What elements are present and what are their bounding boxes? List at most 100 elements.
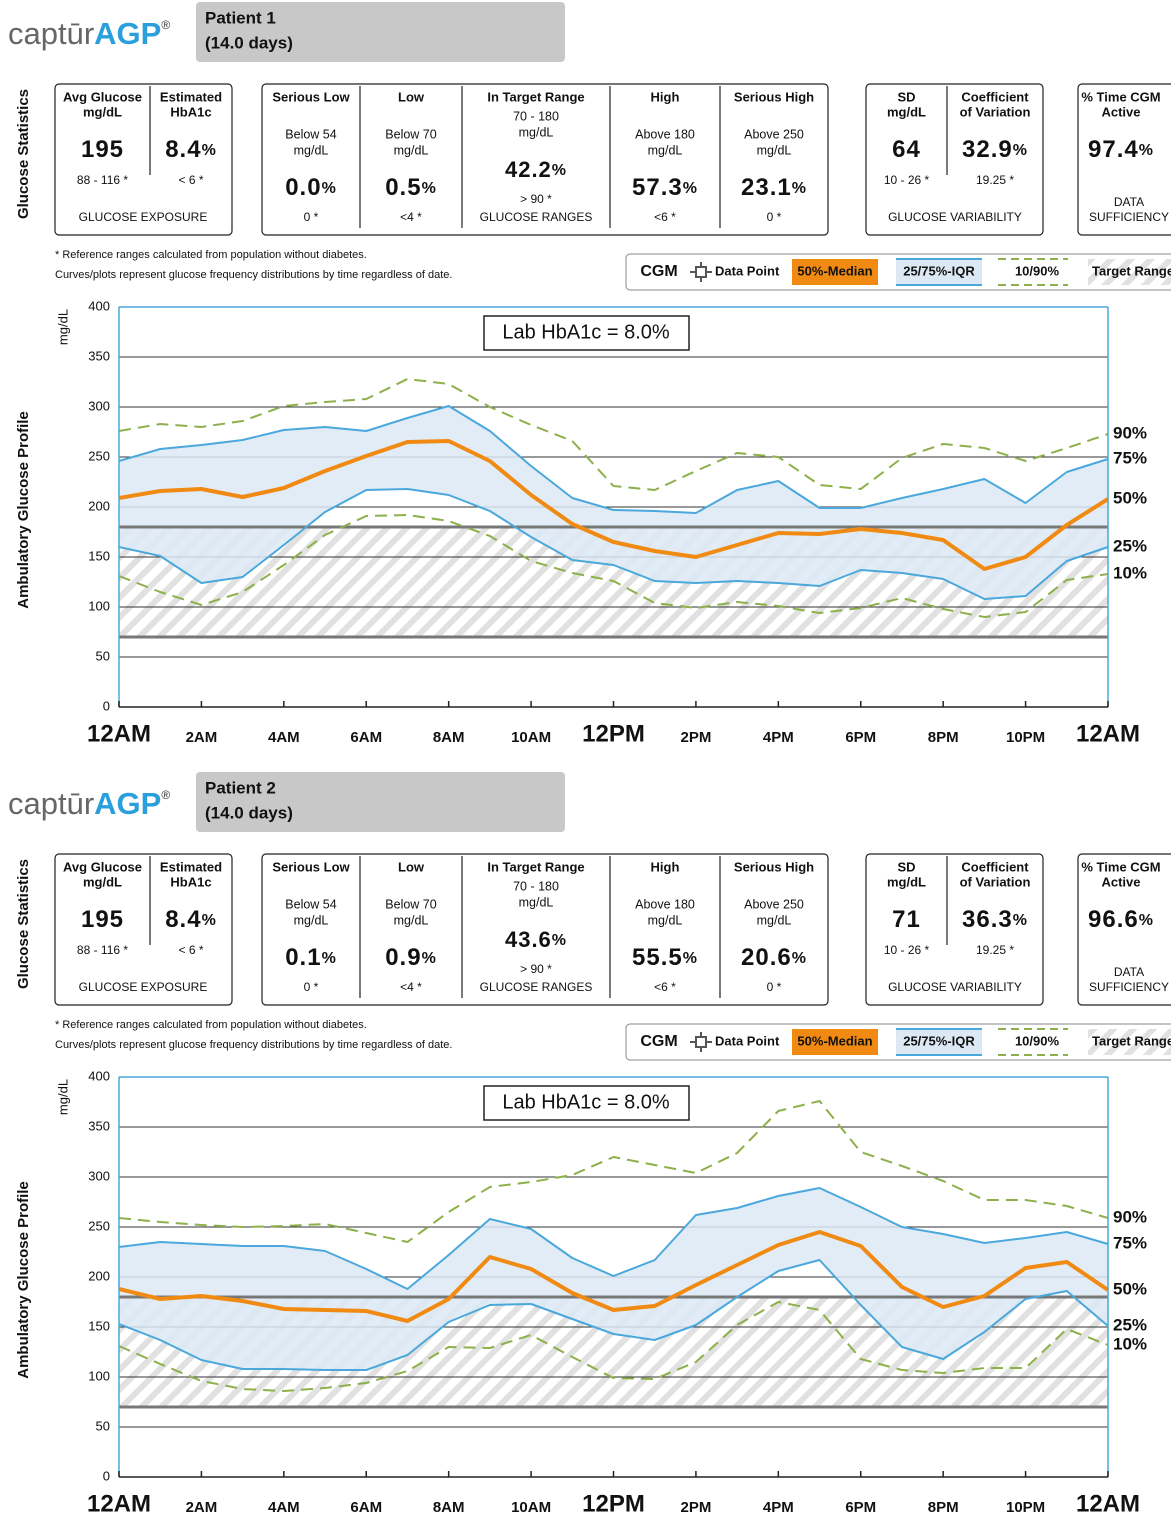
stat-value: 0.0% [285, 174, 337, 201]
stat-box [261, 83, 829, 236]
x-tick-label: 2PM [680, 1499, 711, 1515]
legend-swatch [792, 259, 878, 285]
x-tick-label: 10AM [511, 1499, 551, 1515]
series-end-label: 50% [1113, 488, 1147, 507]
y-tick-label: 50 [96, 648, 110, 663]
stat-footer: GLUCOSE VARIABILITY [888, 210, 1022, 224]
logo-mark: ® [161, 788, 170, 802]
stat-unit: % [322, 180, 337, 197]
stat-number: 0.9 [385, 944, 421, 971]
stat-title: HbA1c [170, 874, 211, 889]
stat-unit: % [1139, 142, 1154, 159]
stat-ref: < 6 * [178, 943, 203, 957]
stat-ref: <6 * [654, 210, 676, 224]
stat-ref: <6 * [654, 980, 676, 994]
x-tick-label: 4AM [268, 1499, 300, 1515]
x-tick-label: 4PM [763, 1499, 794, 1515]
stat-unit: % [422, 180, 437, 197]
legend-item: Data Point [715, 1033, 780, 1048]
stat-number: 8.4 [165, 136, 201, 163]
stat-title: High [651, 859, 680, 874]
stat-value: 8.4% [165, 906, 217, 933]
stat-unit: % [792, 950, 807, 967]
legend-item: Target Range [1092, 1033, 1171, 1048]
y-tick-label: 150 [88, 1318, 110, 1333]
legend-title: CGM [640, 263, 677, 280]
stat-sub: mg/dL [757, 143, 792, 157]
legend-swatch [896, 259, 982, 285]
iqr-band [119, 1188, 1108, 1370]
stat-number: 71 [892, 906, 921, 933]
stat-footer: GLUCOSE EXPOSURE [79, 980, 208, 994]
stat-number: 23.1 [741, 174, 792, 201]
stat-number: 32.9 [962, 136, 1013, 163]
stat-ref: <4 * [400, 210, 422, 224]
stat-value: 57.3% [632, 174, 698, 201]
x-tick-label: 10PM [1006, 1499, 1045, 1515]
legend-swatch [1088, 1029, 1171, 1055]
series-line [118, 514, 1109, 618]
legend-item: 10/90% [1015, 263, 1060, 278]
stat-sub: mg/dL [757, 913, 792, 927]
stat-footer: DATA [1114, 965, 1144, 979]
stat-ref: 10 - 26 * [884, 173, 930, 187]
y-tick-label: 200 [88, 498, 110, 513]
stat-ref: 10 - 26 * [884, 943, 930, 957]
x-tick-label: 2AM [186, 729, 218, 746]
x-tick-label: 8PM [928, 729, 959, 746]
stat-value: 43.6% [505, 927, 567, 952]
stat-sub: Above 250 [744, 897, 804, 911]
stat-title: Low [398, 89, 425, 104]
legend-item: Target Range [1092, 263, 1171, 278]
y-tick-label: 100 [88, 1368, 110, 1383]
stat-sub: Above 180 [635, 897, 695, 911]
stat-title: mg/dL [83, 104, 122, 119]
legend-item: 50%-Median [797, 263, 872, 278]
legend-icon [695, 1036, 707, 1048]
stat-value: 42.2% [505, 157, 567, 182]
y-tick-label: 100 [88, 598, 110, 613]
stat-sub: mg/dL [519, 125, 554, 139]
stat-title: mg/dL [887, 874, 926, 889]
stat-box [865, 853, 1044, 1006]
series-line [118, 1259, 1109, 1371]
stat-sub: Above 180 [635, 127, 695, 141]
x-tick-label: 12AM [87, 1490, 151, 1515]
stat-footer: DATA [1114, 195, 1144, 209]
stat-footer: GLUCOSE RANGES [480, 210, 593, 224]
y-tick-label: 50 [96, 1418, 110, 1433]
series-line [118, 1301, 1109, 1392]
stat-title: % Time CGM [1081, 859, 1160, 874]
stat-footer: SUFFICIENCY [1089, 980, 1169, 994]
stat-number: 0.0 [285, 174, 321, 201]
logo: captūrAGP® [8, 786, 170, 821]
series-end-label: 90% [1113, 1207, 1147, 1226]
stat-title: mg/dL [887, 104, 926, 119]
series-line [118, 1100, 1109, 1243]
patient-days: (14.0 days) [205, 33, 293, 52]
stat-title: of Variation [960, 874, 1031, 889]
stat-value: 20.6% [741, 944, 807, 971]
stat-title: Avg Glucose [63, 89, 142, 104]
stat-unit: % [683, 950, 698, 967]
stat-footer: SUFFICIENCY [1089, 210, 1169, 224]
stat-ref: > 90 * [520, 192, 552, 206]
series-line [118, 439, 1110, 571]
annotation: Lab HbA1c = 8.0% [502, 1091, 670, 1113]
series-end-label: 75% [1113, 448, 1147, 467]
stat-sub: Below 70 [385, 897, 436, 911]
x-tick-label: 6PM [845, 1499, 876, 1515]
y-axis-label: mg/dL [55, 309, 70, 345]
series-end-label: 25% [1113, 1315, 1147, 1334]
stat-value: 195 [81, 906, 124, 933]
stat-number: 97.4 [1088, 136, 1139, 163]
series-line [118, 488, 1109, 600]
logo-text: captūr [8, 786, 94, 821]
stat-title: Estimated [160, 89, 222, 104]
stat-title: Coefficient [961, 859, 1029, 874]
stat-number: 195 [81, 136, 124, 163]
stat-footer: GLUCOSE RANGES [480, 980, 593, 994]
y-tick-label: 150 [88, 548, 110, 563]
legend-item: 10/90% [1015, 1033, 1060, 1048]
stat-ref: <4 * [400, 980, 422, 994]
